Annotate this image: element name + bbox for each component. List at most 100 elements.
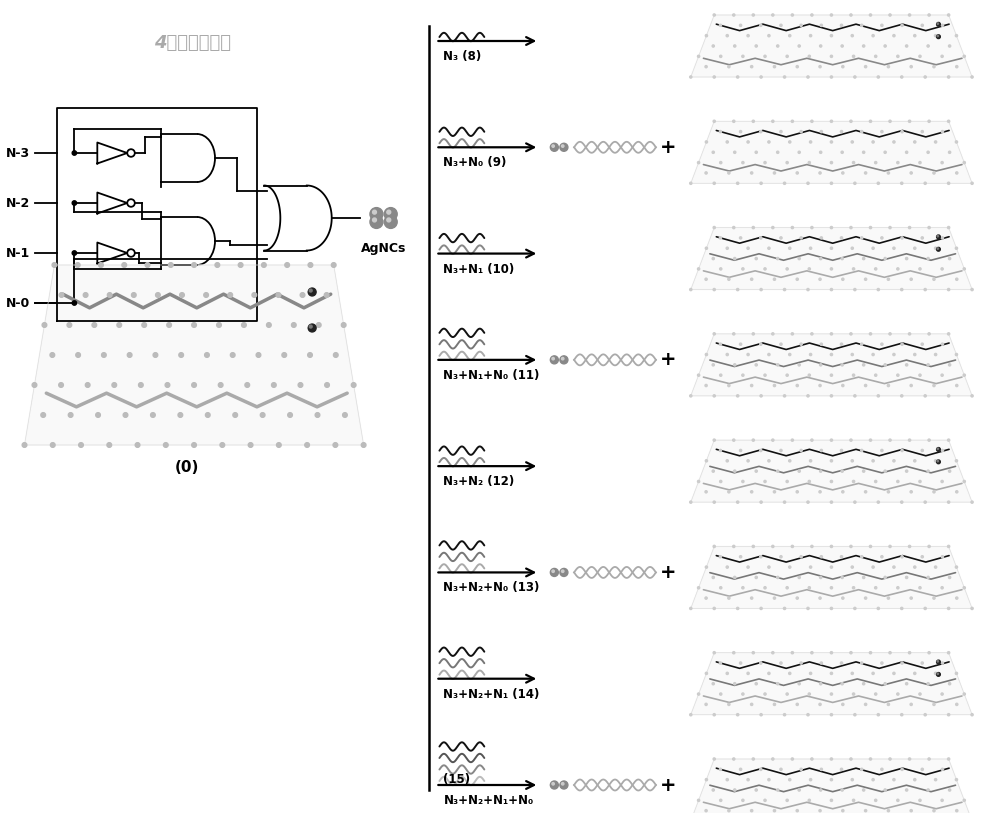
Circle shape — [285, 263, 289, 267]
Circle shape — [739, 450, 742, 451]
Circle shape — [712, 45, 714, 47]
Circle shape — [807, 501, 809, 503]
Circle shape — [713, 758, 715, 760]
Circle shape — [791, 651, 793, 654]
Circle shape — [887, 66, 890, 67]
Circle shape — [840, 450, 843, 451]
Polygon shape — [691, 121, 972, 183]
Text: N₃+N₁+N₀ (11): N₃+N₁+N₀ (11) — [443, 369, 540, 382]
Circle shape — [773, 810, 776, 811]
Circle shape — [919, 587, 921, 589]
Circle shape — [811, 227, 813, 228]
Circle shape — [262, 263, 266, 267]
Circle shape — [764, 374, 766, 376]
Circle shape — [919, 799, 921, 802]
Circle shape — [887, 385, 890, 387]
Circle shape — [131, 293, 136, 298]
Circle shape — [830, 566, 833, 568]
Circle shape — [245, 383, 250, 387]
Circle shape — [789, 566, 791, 568]
Circle shape — [742, 799, 744, 802]
Circle shape — [893, 141, 895, 143]
Circle shape — [884, 45, 886, 47]
Circle shape — [921, 450, 923, 451]
Circle shape — [927, 470, 929, 472]
Circle shape — [865, 810, 867, 811]
Circle shape — [768, 459, 770, 462]
Circle shape — [949, 576, 951, 579]
Circle shape — [927, 363, 929, 366]
Circle shape — [956, 703, 958, 706]
Circle shape — [941, 555, 944, 558]
Circle shape — [819, 172, 821, 174]
Circle shape — [948, 76, 950, 78]
Circle shape — [941, 131, 944, 133]
Circle shape — [830, 480, 833, 483]
Circle shape — [869, 227, 872, 228]
Circle shape — [941, 662, 944, 664]
Circle shape — [783, 182, 786, 185]
Circle shape — [865, 597, 867, 599]
Circle shape — [963, 55, 965, 58]
Circle shape — [851, 672, 853, 675]
Circle shape — [928, 120, 930, 123]
Circle shape — [884, 789, 886, 791]
Circle shape — [830, 779, 833, 780]
Circle shape — [910, 385, 912, 387]
Circle shape — [705, 247, 708, 250]
Circle shape — [830, 799, 833, 802]
Circle shape — [840, 131, 843, 133]
Circle shape — [935, 141, 937, 143]
Circle shape — [901, 768, 903, 771]
Circle shape — [809, 35, 812, 37]
Circle shape — [789, 354, 791, 355]
Circle shape — [737, 289, 739, 291]
Circle shape — [963, 267, 965, 270]
Circle shape — [956, 597, 958, 599]
Circle shape — [830, 141, 833, 143]
Circle shape — [343, 413, 347, 417]
Circle shape — [852, 693, 855, 695]
Circle shape — [851, 35, 853, 37]
Circle shape — [924, 395, 926, 397]
Circle shape — [772, 439, 774, 441]
Circle shape — [901, 24, 903, 27]
Circle shape — [728, 172, 730, 174]
Circle shape — [789, 459, 791, 462]
Circle shape — [267, 323, 271, 328]
Circle shape — [205, 353, 209, 358]
Circle shape — [755, 470, 757, 472]
Circle shape — [786, 480, 788, 483]
Circle shape — [852, 480, 855, 483]
Circle shape — [948, 439, 950, 441]
Circle shape — [752, 546, 754, 547]
Circle shape — [728, 385, 730, 387]
Circle shape — [726, 141, 728, 143]
Circle shape — [800, 131, 802, 133]
Circle shape — [921, 555, 923, 558]
Circle shape — [933, 597, 935, 599]
Circle shape — [842, 597, 844, 599]
Circle shape — [789, 672, 791, 675]
Circle shape — [811, 333, 813, 335]
Circle shape — [941, 55, 943, 58]
Circle shape — [927, 45, 929, 47]
Circle shape — [927, 258, 929, 259]
Circle shape — [760, 343, 762, 346]
Circle shape — [914, 459, 916, 462]
Circle shape — [948, 333, 950, 335]
Circle shape — [809, 141, 812, 143]
Circle shape — [122, 263, 127, 267]
Circle shape — [798, 683, 800, 685]
Circle shape — [897, 480, 899, 483]
Circle shape — [773, 491, 776, 493]
Circle shape — [956, 66, 958, 67]
Circle shape — [830, 267, 833, 270]
Circle shape — [713, 546, 715, 547]
Circle shape — [800, 768, 802, 771]
Circle shape — [798, 45, 800, 47]
Circle shape — [773, 172, 776, 174]
Circle shape — [768, 672, 770, 675]
Circle shape — [971, 395, 973, 397]
Circle shape — [924, 714, 926, 715]
